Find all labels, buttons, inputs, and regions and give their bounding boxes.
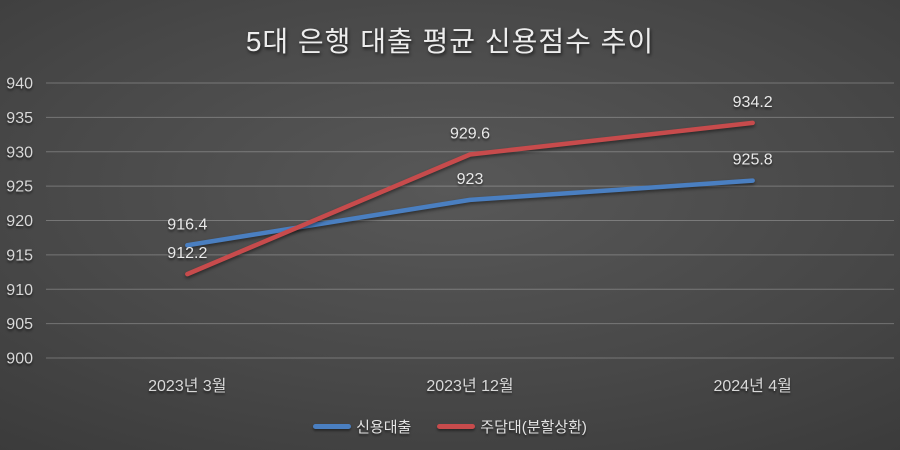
legend-swatch-credit-loan [313, 424, 352, 429]
y-tick-label: 905 [6, 316, 33, 333]
y-tick-label: 910 [6, 282, 33, 299]
gridlines-group [46, 82, 894, 359]
chart-legend: 신용대출 주담대(분할상환) [0, 416, 900, 437]
y-tick-label: 925 [6, 179, 33, 196]
data-label-1-1: 929.6 [450, 126, 490, 143]
data-label-0-0: 916.4 [167, 216, 207, 233]
y-tick-label: 940 [6, 76, 33, 93]
legend-item-mortgage: 주담대(분할상환) [437, 416, 587, 437]
data-label-1-0: 912.2 [167, 245, 207, 262]
legend-swatch-mortgage [437, 424, 476, 429]
x-axis-labels-group: 2023년 3월 2023년 12월 2024년 4월 [148, 377, 792, 395]
data-label-0-2: 925.8 [733, 152, 773, 169]
y-axis-labels-group: 900 905 910 915 920 925 930 935 940 [6, 76, 33, 368]
x-axis-label: 2024년 4월 [713, 377, 791, 395]
y-tick-label: 935 [6, 110, 33, 127]
y-tick-label: 930 [6, 144, 33, 161]
legend-label-mortgage: 주담대(분할상환) [480, 419, 587, 436]
data-label-1-2: 934.2 [733, 94, 773, 111]
legend-item-credit-loan: 신용대출 [313, 416, 411, 437]
x-axis-label: 2023년 3월 [148, 377, 226, 395]
series-line-0 [185, 178, 755, 248]
y-tick-label: 915 [6, 247, 33, 264]
legend-label-credit-loan: 신용대출 [356, 419, 412, 436]
series-line-1 [185, 120, 755, 277]
data-labels-group: 916.4 923 925.8 912.2 929.6 934.2 [167, 94, 772, 262]
x-axis-label: 2023년 12월 [426, 377, 513, 395]
y-tick-label: 920 [6, 213, 33, 230]
chart-title: 5대 은행 대출 평균 신용점수 추이 [245, 26, 655, 57]
y-tick-label: 900 [6, 351, 33, 368]
data-label-0-1: 923 [457, 171, 484, 188]
series-lines-group [185, 120, 755, 277]
